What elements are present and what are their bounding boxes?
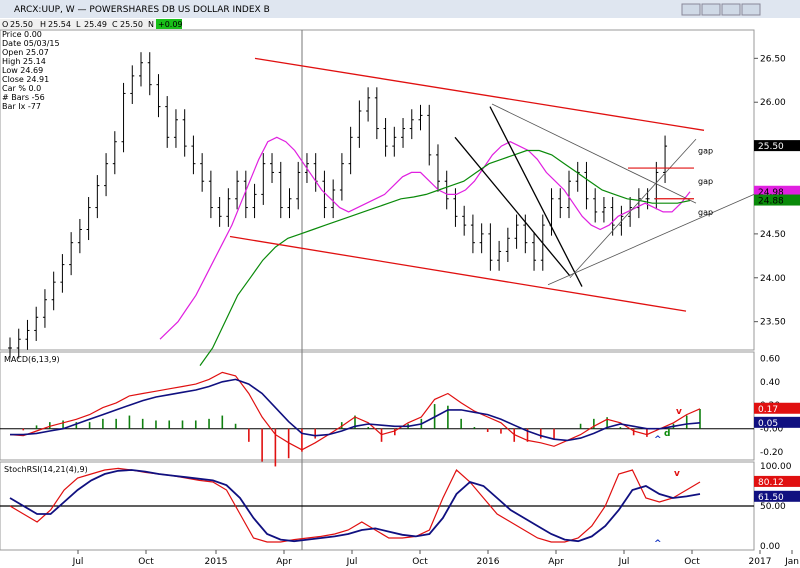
- y-tick-label: 0.40: [760, 378, 780, 388]
- signal-marker: ^: [654, 435, 662, 445]
- info-line: Open 25.07: [2, 48, 49, 57]
- signal-marker: ^: [654, 539, 662, 549]
- window-controls: [681, 3, 761, 16]
- fast-ma-line: [159, 136, 691, 340]
- gap-annotation: gap: [698, 147, 713, 156]
- info-line: Date 05/03/15: [2, 39, 60, 48]
- value-tag-label: 24.98: [758, 188, 784, 198]
- value-tag-label: 0.17: [758, 405, 778, 415]
- window-title: ARCX:UUP, W — POWERSHARES DB US DOLLAR I…: [14, 5, 270, 15]
- x-tick-label: Oct: [412, 557, 428, 567]
- net-label: N: [148, 20, 154, 29]
- y-tick-label: 23.50: [760, 318, 786, 328]
- macd-signal-line: [10, 378, 701, 442]
- stochrsi-title: StochRSI(14,21(4),9): [4, 465, 88, 474]
- downtrend-line-2: [454, 136, 571, 277]
- value-tag-label: 24.88: [758, 197, 784, 207]
- y-tick-label: -0.00: [760, 425, 784, 435]
- stochrsi-plot: 100.00 50.00 0.00 80.12 61.50 v ^: [0, 462, 800, 552]
- y-tick-label: 0.60: [760, 354, 780, 364]
- downtrend-line: [489, 106, 583, 287]
- signal-marker: v: [674, 469, 680, 479]
- open-value: 25.50: [10, 20, 33, 29]
- channel-upper-line: [254, 57, 705, 131]
- value-tag: [754, 140, 800, 152]
- x-tick-label: 2017: [749, 557, 772, 567]
- x-tick-label: 2016: [477, 557, 500, 567]
- value-tag: [754, 490, 800, 502]
- x-tick-label: Jan: [784, 557, 799, 567]
- macd-title: MACD(6,13,9): [4, 355, 60, 364]
- x-tick-label: Jul: [618, 557, 630, 567]
- low-value: 25.49: [84, 20, 107, 29]
- stochrsi-line: [9, 467, 701, 543]
- value-tag: [754, 475, 800, 487]
- uptrend-line: [547, 191, 761, 286]
- y-tick-label: 24.00: [760, 274, 786, 284]
- info-line: Low 24.69: [2, 66, 43, 75]
- y-tick-label: -0.20: [760, 448, 784, 458]
- info-line: Price 0.00: [2, 30, 42, 39]
- x-tick-label: Apr: [276, 557, 292, 567]
- x-tick-label: Jul: [72, 557, 84, 567]
- info-line: High 25.14: [2, 57, 46, 66]
- info-line: # Bars -56: [2, 93, 45, 102]
- x-tick-label: Oct: [138, 557, 154, 567]
- y-tick-label: 0.00: [760, 542, 780, 552]
- stochrsi-signal-line: [9, 469, 701, 543]
- value-tag: [754, 185, 800, 197]
- info-line: Close 24.91: [2, 75, 49, 84]
- value-tag-label: 25.50: [758, 142, 784, 152]
- minimize-button[interactable]: [681, 3, 701, 16]
- value-tag-label: 0.05: [758, 419, 778, 429]
- net-value: +0.09: [158, 20, 183, 29]
- y-tick-label: 26.00: [760, 98, 786, 108]
- quote-bar: O 25.50 H 25.54 L 25.49 C 25.50 N +0.09: [0, 19, 183, 29]
- value-tag-label: 80.12: [758, 478, 784, 488]
- y-tick-label: 26.50: [760, 54, 786, 64]
- gap-annotation: gap: [698, 177, 713, 186]
- high-value: 25.54: [48, 20, 71, 29]
- close-value: 25.50: [120, 20, 143, 29]
- signal-marker: d: [664, 429, 670, 439]
- y-tick-label: 24.50: [760, 230, 786, 240]
- value-tag: [754, 194, 800, 206]
- maximize-button[interactable]: [721, 3, 741, 16]
- title-bar: [0, 0, 800, 18]
- x-tick-label: Jul: [346, 557, 358, 567]
- x-tick-label: 2015: [205, 557, 228, 567]
- restore-button[interactable]: [701, 3, 721, 16]
- value-tag: [754, 402, 800, 414]
- converging-line: [491, 103, 697, 204]
- macd-line: [9, 371, 701, 451]
- y-tick-label: 100.00: [760, 462, 792, 472]
- high-label: H: [40, 20, 46, 29]
- x-axis: Jul Oct 2015 Apr Jul Oct 2016 Apr Jul Oct 2017 Jan: [72, 550, 799, 567]
- info-line: Bar Ix -77: [2, 102, 41, 111]
- uptrend-line-2: [569, 138, 697, 279]
- close-label: C: [112, 20, 118, 29]
- x-tick-label: Apr: [548, 557, 564, 567]
- gap-annotation: gap: [698, 208, 713, 217]
- close-button[interactable]: [741, 3, 761, 16]
- x-tick-label: Oct: [684, 557, 700, 567]
- channel-lower-line: [229, 235, 687, 312]
- macd-panel: [0, 351, 755, 461]
- info-line: Car % 0.0: [2, 84, 41, 93]
- slow-ma-line: [199, 149, 691, 366]
- value-tag: [754, 416, 800, 428]
- signal-marker: v: [676, 407, 682, 417]
- low-label: L: [76, 20, 81, 29]
- y-tick-label: 50.00: [760, 502, 786, 512]
- open-label: O: [2, 20, 8, 29]
- net-badge: [156, 19, 182, 29]
- value-tag-label: 61.50: [758, 493, 784, 503]
- info-panel: Price 0.00 Date 05/03/15 Open 25.07 High…: [2, 30, 60, 111]
